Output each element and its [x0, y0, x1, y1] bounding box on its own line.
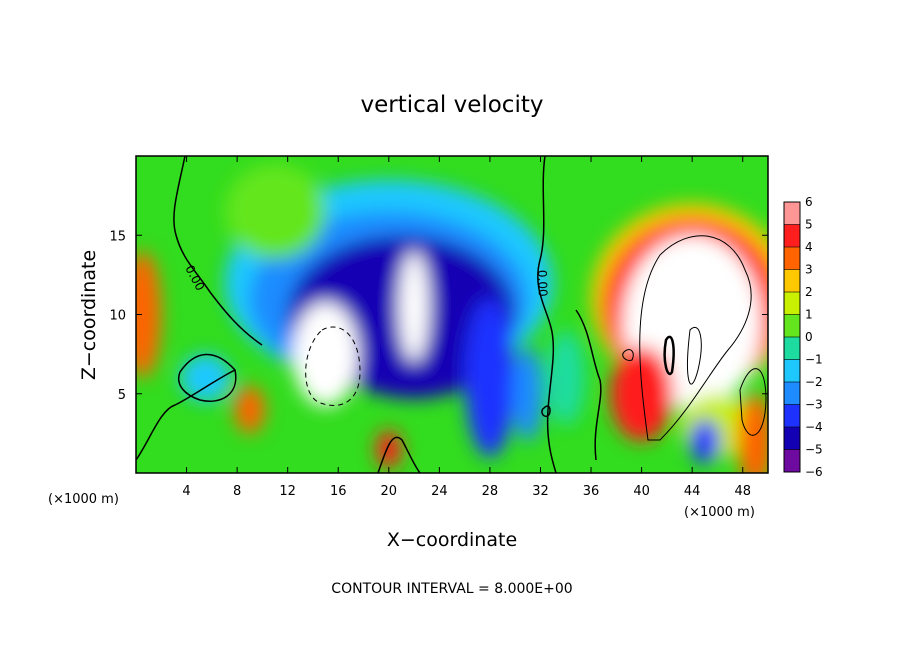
colorbar-label: 4 [805, 240, 813, 254]
colorbar-band [784, 314, 800, 338]
downdraft-contour-dashed [305, 326, 361, 406]
y-tick-label: 15 [109, 229, 126, 244]
zero-contour-loop [178, 353, 237, 402]
colorbar: 6 5 4 3 2 1 0 −1 −2 −3 −4 −5 −6 [783, 195, 823, 479]
colorbar-label: 0 [805, 330, 813, 344]
x-tick-label: 4 [182, 484, 190, 499]
field-region [737, 393, 768, 473]
contour-interval-note: CONTOUR INTERVAL = 8.000E+00 [331, 581, 572, 597]
x-tick-label: 16 [330, 484, 347, 499]
x-unit-label-left: (×1000 m) [48, 492, 119, 507]
x-tick-label: 40 [633, 484, 650, 499]
field-region [224, 163, 326, 260]
updraft-contour-core [663, 335, 675, 376]
updraft-contour-diag [687, 327, 702, 385]
x-tick-label: 44 [684, 484, 701, 499]
colorbar-label: −6 [805, 465, 823, 479]
updraft-contour-small [622, 349, 634, 361]
field-region [376, 430, 402, 469]
updraft-contour-right [739, 368, 767, 436]
colorbar-band [784, 404, 800, 428]
zero-contour-right [575, 309, 602, 461]
field-region [689, 419, 720, 464]
colorbar-band [784, 382, 800, 405]
colorbar-band [784, 247, 800, 270]
colorbar-label: −2 [805, 375, 823, 389]
field-region [464, 298, 516, 458]
zero-contour-small-loop [541, 405, 551, 418]
y-tick-label: 5 [118, 388, 126, 403]
field-region [292, 301, 359, 407]
colorbar-label: −3 [805, 398, 823, 412]
colorbar-label: 5 [805, 218, 813, 232]
colorbar-band [784, 359, 800, 383]
field-region [546, 330, 585, 426]
colorbar-label: 2 [805, 285, 813, 299]
y-axis-title: Z−coordinate [78, 250, 100, 380]
colorbar-band [784, 337, 800, 360]
plot-area: 0.00 0.00 [136, 156, 768, 473]
contour-lines [136, 156, 767, 473]
colorbar-label: 1 [805, 308, 813, 322]
velocity-field [136, 163, 768, 473]
zero-contour-bottom [377, 436, 421, 473]
colorbar-label: 3 [805, 263, 813, 277]
colorbar-band [784, 269, 800, 293]
chart-title: vertical velocity [361, 92, 544, 118]
y-tick-label: 10 [109, 309, 126, 324]
colorbar-band [784, 427, 800, 450]
field-region [512, 346, 544, 442]
colorbar-label: 6 [805, 195, 813, 209]
zero-contour-left [173, 156, 263, 346]
x-tick-label: 28 [482, 484, 499, 499]
x-tick-label: 12 [279, 484, 296, 499]
colorbar-band [784, 224, 800, 248]
x-axis: 4 8 12 16 20 24 28 32 36 40 44 48 [182, 156, 751, 499]
x-tick-label: 32 [532, 484, 549, 499]
colorbar-band [784, 202, 800, 225]
x-tick-label: 36 [583, 484, 600, 499]
zero-contour-left-lower [136, 369, 236, 461]
x-tick-label: 24 [431, 484, 448, 499]
field-region [180, 354, 231, 402]
x-tick-label: 8 [233, 484, 241, 499]
y-axis: 5 10 15 [109, 229, 768, 403]
colorbar-band [784, 292, 800, 315]
colorbar-label: −5 [805, 443, 823, 457]
x-axis-title: X−coordinate [387, 529, 517, 551]
zero-contour-middle [537, 156, 557, 473]
updraft-contour-outer [639, 235, 752, 441]
x-tick-label: 48 [734, 484, 751, 499]
colorbar-band [784, 449, 800, 473]
field-region [398, 251, 430, 363]
x-unit-label-right: (×1000 m) [684, 505, 755, 520]
colorbar-label: −1 [805, 353, 823, 367]
field-region [610, 346, 674, 442]
x-tick-label: 20 [381, 484, 398, 499]
colorbar-label: −4 [805, 420, 823, 434]
contour-label-middle: 0.00 [535, 270, 550, 297]
field-region [234, 385, 265, 434]
field-region [136, 251, 162, 378]
